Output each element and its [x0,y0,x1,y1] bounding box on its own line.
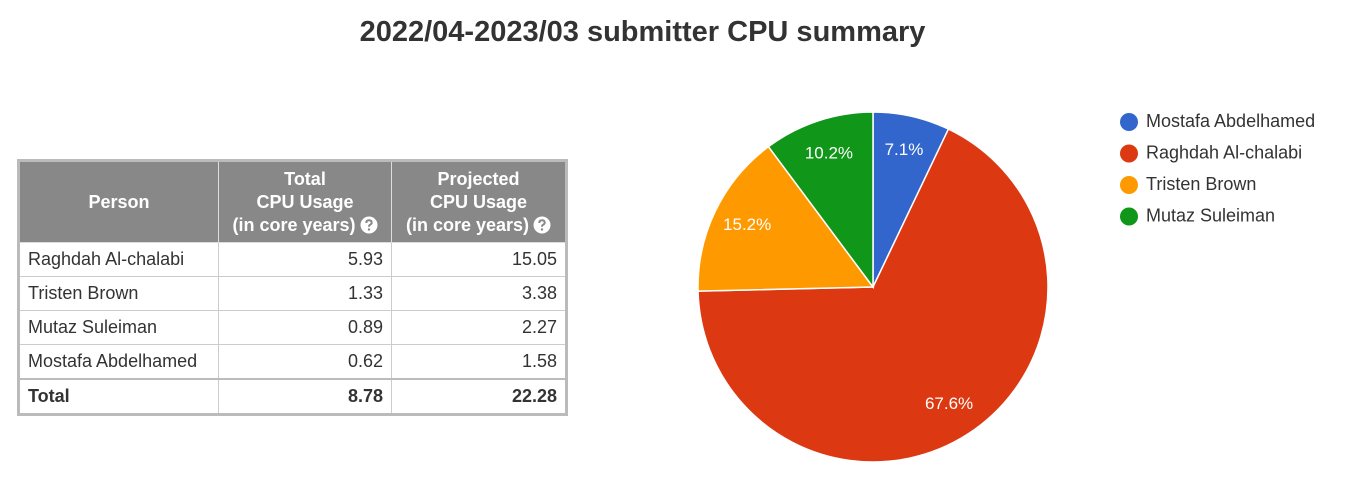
total-row: Total 8.78 22.28 [18,378,567,415]
table-row: Mostafa Abdelhamed 0.62 1.58 [18,344,567,380]
pie-slice [767,111,874,290]
number-cell: 2.27 [391,310,567,345]
header-line: (in core years) [227,214,383,237]
table-row: Tristen Brown 1.33 3.38 [18,276,567,311]
number-cell: 3.38 [391,276,567,311]
slice-label: 10.2% [805,144,853,163]
help-icon [360,216,378,233]
pie-slice [697,145,875,292]
column-header: Person [18,160,219,243]
header-line: (in core years) [400,214,557,237]
help-icon-glyph [364,218,373,227]
total-cell: 8.78 [218,378,392,415]
total-cell: 22.28 [391,378,567,415]
legend-label: Mostafa Abdelhamed [1146,111,1315,131]
legend-label: Tristen Brown [1146,174,1256,194]
slice-label: 7.1% [885,140,924,159]
legend-swatch [1120,144,1138,163]
header-line: Total [284,168,326,189]
legend-swatch [1120,113,1138,131]
header-line: Person [88,191,150,212]
header-row: Person Total CPU Usage (in core years) Proje… [18,160,567,243]
page-title: 2022/04-2023/03 submitter CPU summary [359,16,926,48]
table-row: Raghdah Al-chalabi 5.93 15.05 [18,242,567,277]
summary-table: Person Total CPU Usage (in core years) Proje… [17,159,568,416]
help-icon [533,216,551,233]
number-cell: 1.33 [218,276,392,311]
number-cell: 0.62 [218,344,392,380]
column-header: Projected CPU Usage (in core years) [391,160,567,243]
table-row: Mutaz Suleiman 0.89 2.27 [18,310,567,345]
slice-label: 67.6% [925,394,973,413]
legend-label: Raghdah Al-chalabi [1146,142,1302,162]
header-line: CPU Usage [429,191,528,212]
slice-label: 15.2% [723,215,771,234]
legend-label: Mutaz Suleiman [1146,205,1275,225]
pie-slice [697,128,1049,463]
help-icon-dot [540,227,544,231]
person-cell: Mostafa Abdelhamed [18,344,219,380]
help-icon-dot [367,227,370,231]
header-line: CPU Usage [256,191,354,212]
header-line: Projected [437,168,520,189]
person-cell: Mutaz Suleiman [18,310,219,345]
column-header: Total CPU Usage (in core years) [218,160,392,243]
legend-swatch [1120,207,1138,226]
legend-swatch [1120,176,1138,194]
help-icon-glyph [538,218,546,227]
number-cell: 0.89 [218,310,392,345]
person-cell: Tristen Brown [18,276,219,311]
